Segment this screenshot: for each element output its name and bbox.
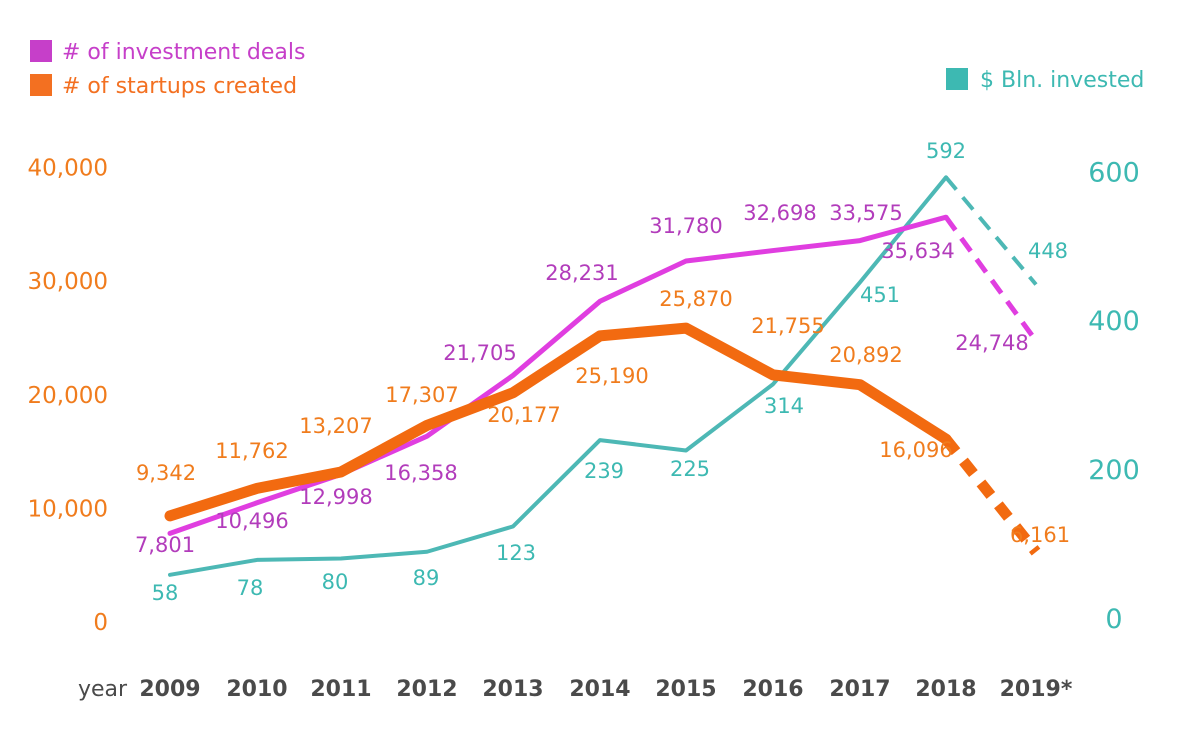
left-tick-label: 30,000 [28,269,108,295]
x-tick-label: 2019* [1000,677,1073,702]
legend-label-bln-invested: $ Bln. invested [980,68,1144,93]
x-tick-label: 2012 [396,677,457,702]
x-tick-label: 2009 [139,677,200,702]
series-lines [164,175,1041,577]
x-axis: year 2009 2010 2011 2012 2013 2014 2015 2016 201… [78,677,1073,702]
data-label: 239 [584,459,624,483]
x-axis-name: year [78,677,128,702]
data-label: 7,801 [135,533,195,557]
data-label: 592 [926,139,966,163]
data-label: 17,307 [385,383,458,407]
data-label: 80 [322,570,349,594]
left-tick-label: 40,000 [28,156,108,182]
data-label: 21,705 [443,341,516,365]
x-tick-label: 2016 [742,677,803,702]
value-labels: 7,801 10,496 12,998 16,358 21,705 28,231 31,78… [135,139,1070,605]
data-label: 78 [237,576,264,600]
data-label: 448 [1028,239,1068,263]
data-label: 13,207 [299,414,372,438]
legend-swatch-bln-invested [946,68,968,90]
x-tick-label: 2017 [829,677,890,702]
right-tick-label: 600 [1088,157,1140,188]
data-label: 20,892 [829,343,902,367]
legend-swatch-startups-created [30,74,52,96]
data-label: 451 [860,283,900,307]
data-label: 35,634 [881,239,954,263]
data-label: 21,755 [751,314,824,338]
data-label: 58 [152,581,179,605]
series-line-projected-bln-invested [944,176,1038,286]
data-label: 225 [670,457,710,481]
right-tick-label: 400 [1088,306,1140,337]
data-label: 25,870 [659,287,732,311]
data-label: 12,998 [299,485,372,509]
data-label: 10,496 [215,509,288,533]
left-tick-label: 10,000 [28,496,108,522]
data-label: 314 [764,394,804,418]
data-label: 31,780 [649,214,722,238]
x-tick-label: 2011 [310,677,371,702]
data-label: 24,748 [955,331,1028,355]
series-line-of-startups-created [164,322,952,522]
data-label: 89 [413,566,440,590]
x-tick-label: 2014 [569,677,630,702]
legend-swatch-investment-deals [30,40,52,62]
data-label: 28,231 [545,261,618,285]
right-tick-label: 200 [1088,455,1140,486]
series-line-projected-of-investment-deals [943,215,1039,343]
series-line-bln-invested [168,175,948,577]
data-label: 25,190 [575,364,648,388]
data-label: 33,575 [829,201,902,225]
left-tick-label: 0 [93,610,108,636]
data-label: 11,762 [215,439,288,463]
series-line-of-investment-deals [167,214,949,536]
x-tick-label: 2010 [226,677,287,702]
legend-label-startups-created: # of startups created [62,74,297,99]
legend-label-investment-deals: # of investment deals [62,40,305,65]
data-label: 6,161 [1010,523,1070,547]
left-tick-label: 20,000 [28,383,108,409]
data-label: 32,698 [743,201,816,225]
data-label: 16,096 [879,438,952,462]
data-label: 16,358 [384,461,457,485]
right-axis: 600 400 200 0 [1088,157,1140,635]
series-line-projected-of-startups-created [941,435,1041,556]
data-label: 20,177 [487,403,560,427]
x-tick-label: 2018 [915,677,976,702]
x-tick-label: 2013 [482,677,543,702]
data-label: 123 [496,541,536,565]
left-axis: 40,000 30,000 20,000 10,000 0 [28,156,108,636]
right-tick-label: 0 [1105,604,1122,635]
x-tick-label: 2015 [655,677,716,702]
legend: # of investment deals # of startups crea… [30,40,1144,99]
data-label: 9,342 [136,461,196,485]
